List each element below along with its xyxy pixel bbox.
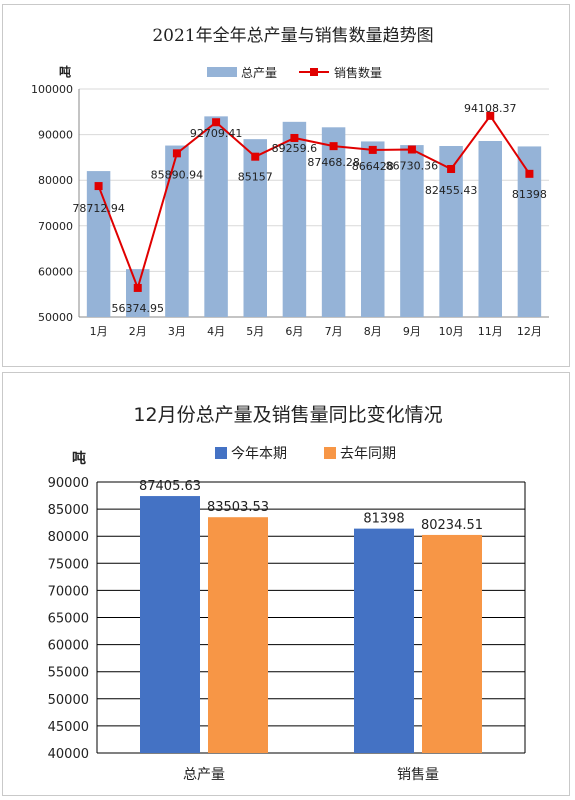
production-bar [282, 121, 307, 317]
sales-marker [251, 152, 260, 161]
sales-data-label: 89259.6 [272, 142, 318, 155]
sales-data-label: 78712.94 [72, 202, 125, 215]
legend-swatch-sales-marker [310, 68, 318, 76]
y-tick-label: 80000 [48, 530, 89, 545]
x-tick-label: 8月 [364, 325, 382, 338]
sales-marker [133, 283, 142, 292]
trend-chart-title: 2021年全年总产量与销售数量趋势图 [152, 26, 433, 46]
y-tick-label: 85000 [48, 503, 89, 518]
trend-chart-unit-label: 吨 [59, 64, 71, 79]
y-tick-label: 70000 [38, 220, 73, 233]
yoy-chart-title: 12月份总产量及销售量同比变化情况 [133, 404, 442, 426]
y-tick-label: 50000 [38, 311, 73, 324]
sales-marker [212, 118, 221, 127]
x-tick-label: 9月 [403, 325, 421, 338]
production-bar [361, 141, 385, 317]
production-bar [165, 145, 189, 317]
production-sales-trend-chart: 2021年全年总产量与销售数量趋势图 吨 总产量 销售数量 50000 60000… [2, 4, 570, 367]
production-bar [400, 145, 424, 317]
x-tick-label: 4月 [207, 325, 225, 338]
sales-marker [525, 169, 534, 178]
production-bar [126, 269, 150, 317]
x-tick-label: 11月 [478, 325, 503, 338]
sales-marker [368, 145, 377, 154]
last-year-data-label: 83503.53 [207, 500, 269, 515]
yoy-chart-unit-label: 吨 [72, 450, 86, 467]
sales-data-label: 56374.95 [112, 302, 165, 315]
sales-data-label: 82455.43 [425, 184, 478, 197]
legend-label-sales: 销售数量 [334, 65, 382, 80]
december-yoy-chart: 12月份总产量及销售量同比变化情况 吨 今年本期 去年同期 40000 45000… [2, 372, 570, 796]
x-tick-label: 销售量 [397, 767, 439, 783]
y-tick-label: 65000 [48, 612, 89, 627]
production-bar [321, 127, 346, 317]
legend-label-production: 总产量 [241, 66, 277, 80]
production-bar [86, 171, 111, 317]
legend-label-this-year: 今年本期 [231, 446, 287, 462]
yoy-chart-svg: 12月份总产量及销售量同比变化情况 吨 今年本期 去年同期 40000 45000… [48, 404, 526, 783]
sales-data-label: 81398 [512, 188, 547, 201]
trend-chart-svg: 2021年全年总产量与销售数量趋势图 吨 总产量 销售数量 50000 60000… [31, 26, 549, 338]
this-year-data-label: 81398 [363, 512, 404, 527]
sales-data-label: 866428 [352, 160, 394, 173]
y-tick-label: 55000 [48, 666, 89, 681]
last-year-bar [422, 534, 482, 753]
x-tick-label: 6月 [285, 325, 303, 338]
x-tick-label: 7月 [325, 325, 343, 338]
sales-marker [486, 111, 495, 120]
trend-chart-legend: 总产量 销售数量 [207, 65, 382, 80]
sales-marker [172, 149, 181, 158]
x-tick-label: 2月 [129, 325, 147, 338]
sales-data-label: 87468.28 [307, 156, 360, 169]
sales-marker [329, 142, 338, 151]
x-tick-label: 1月 [90, 325, 108, 338]
this-year-bar [354, 528, 414, 753]
production-bar [243, 139, 267, 317]
this-year-data-label: 87405.63 [139, 479, 201, 494]
this-year-bar [140, 496, 200, 753]
y-tick-label: 40000 [48, 747, 89, 762]
legend-swatch-last-year [324, 447, 336, 459]
y-tick-label: 90000 [38, 129, 73, 142]
sales-data-label: 92709.41 [190, 127, 243, 140]
legend-swatch-this-year [215, 447, 227, 459]
production-bar [439, 146, 463, 317]
last-year-data-label: 80234.51 [421, 518, 483, 533]
sales-data-label: 94108.37 [464, 102, 517, 115]
sales-marker [290, 133, 299, 142]
x-tick-label: 总产量 [183, 767, 225, 783]
x-tick-label: 12月 [517, 325, 542, 338]
y-tick-label: 80000 [38, 174, 73, 187]
y-tick-label: 60000 [38, 265, 73, 278]
sales-line [97, 114, 531, 292]
trend-chart-plot-area: 50000 60000 70000 80000 90000 100000 1月 2月 3月 4月 5… [31, 83, 549, 338]
y-tick-label: 100000 [31, 83, 73, 96]
y-tick-label: 60000 [48, 639, 89, 654]
production-bar [204, 116, 228, 317]
sales-marker [94, 182, 103, 191]
sales-data-label: 85890.94 [151, 168, 204, 181]
last-year-bar [208, 517, 268, 753]
y-tick-label: 90000 [48, 476, 89, 491]
sales-data-label: 86730.36 [386, 160, 439, 173]
production-bar [517, 146, 542, 317]
sales-marker [447, 165, 456, 174]
x-tick-label: 5月 [246, 325, 264, 338]
legend-swatch-production [207, 67, 237, 77]
yoy-chart-legend: 今年本期 去年同期 [215, 446, 396, 462]
production-bar [478, 140, 502, 317]
x-tick-label: 3月 [168, 325, 186, 338]
sales-data-label: 85157 [238, 171, 273, 184]
x-tick-label: 10月 [439, 325, 464, 338]
y-tick-label: 70000 [48, 584, 89, 599]
yoy-chart-plot-area: 40000 45000 50000 55000 60000 65000 70000 75000… [48, 476, 526, 783]
y-tick-label: 50000 [48, 693, 89, 708]
legend-label-last-year: 去年同期 [340, 446, 396, 462]
y-tick-label: 45000 [48, 720, 89, 735]
y-tick-label: 75000 [48, 557, 89, 572]
sales-marker [407, 145, 416, 154]
